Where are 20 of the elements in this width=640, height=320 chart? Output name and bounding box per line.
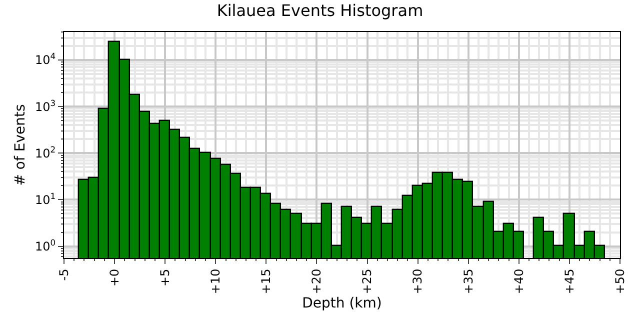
y-tick-label: 10$^{0}$ xyxy=(34,237,56,254)
x-tick-label: +5 xyxy=(158,268,172,287)
y-tick-label: 10$^{4}$ xyxy=(34,51,56,68)
x-tick-label: +20 xyxy=(310,268,324,294)
y-tick-label: 10$^{2}$ xyxy=(34,144,56,160)
chart-title: Kilauea Events Histogram xyxy=(216,1,424,20)
y-tick-label: 10$^{1}$ xyxy=(34,190,56,207)
x-axis-title: Depth (km) xyxy=(302,295,382,312)
x-tick-label: +50 xyxy=(612,268,627,294)
x-tick-label: +45 xyxy=(562,268,576,294)
x-tick-label: -5 xyxy=(56,268,71,281)
x-tick-label: +40 xyxy=(512,268,526,294)
x-tick-label: +10 xyxy=(208,268,223,294)
x-tick-label: +35 xyxy=(461,268,476,294)
x-tick-label: +0 xyxy=(107,268,122,287)
x-tick-label: +25 xyxy=(360,268,374,294)
x-tick-label: +30 xyxy=(410,268,425,294)
y-axis-title: # of Events xyxy=(12,104,29,186)
y-tick-label: 10$^{3}$ xyxy=(34,98,56,114)
x-tick-label: +15 xyxy=(259,268,274,294)
